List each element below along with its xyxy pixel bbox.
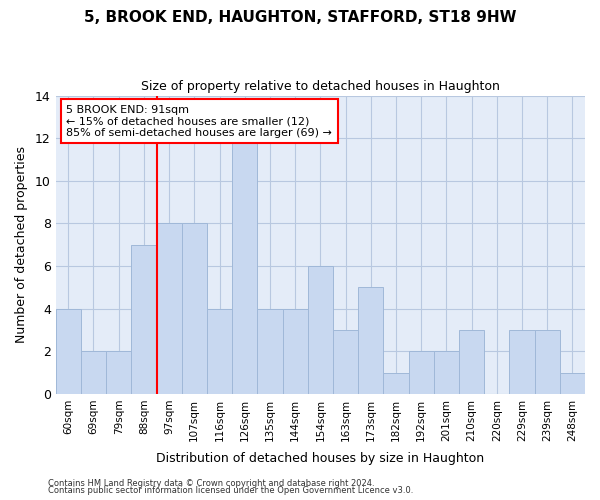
Bar: [157, 224, 182, 394]
Bar: [560, 372, 585, 394]
Text: 5 BROOK END: 91sqm
← 15% of detached houses are smaller (12)
85% of semi-detache: 5 BROOK END: 91sqm ← 15% of detached hou…: [66, 104, 332, 138]
Bar: [81, 352, 106, 394]
Bar: [106, 352, 131, 394]
Bar: [182, 224, 207, 394]
Text: Contains HM Land Registry data © Crown copyright and database right 2024.: Contains HM Land Registry data © Crown c…: [48, 478, 374, 488]
Bar: [283, 308, 308, 394]
Bar: [434, 352, 459, 394]
Bar: [535, 330, 560, 394]
Bar: [207, 308, 232, 394]
Bar: [333, 330, 358, 394]
Bar: [509, 330, 535, 394]
Text: 5, BROOK END, HAUGHTON, STAFFORD, ST18 9HW: 5, BROOK END, HAUGHTON, STAFFORD, ST18 9…: [84, 10, 516, 25]
Bar: [459, 330, 484, 394]
Bar: [131, 244, 157, 394]
Bar: [383, 372, 409, 394]
Text: Contains public sector information licensed under the Open Government Licence v3: Contains public sector information licen…: [48, 486, 413, 495]
Title: Size of property relative to detached houses in Haughton: Size of property relative to detached ho…: [141, 80, 500, 93]
Y-axis label: Number of detached properties: Number of detached properties: [15, 146, 28, 343]
Bar: [56, 308, 81, 394]
X-axis label: Distribution of detached houses by size in Haughton: Distribution of detached houses by size …: [156, 452, 484, 465]
Bar: [358, 288, 383, 394]
Bar: [409, 352, 434, 394]
Bar: [232, 138, 257, 394]
Bar: [308, 266, 333, 394]
Bar: [257, 308, 283, 394]
